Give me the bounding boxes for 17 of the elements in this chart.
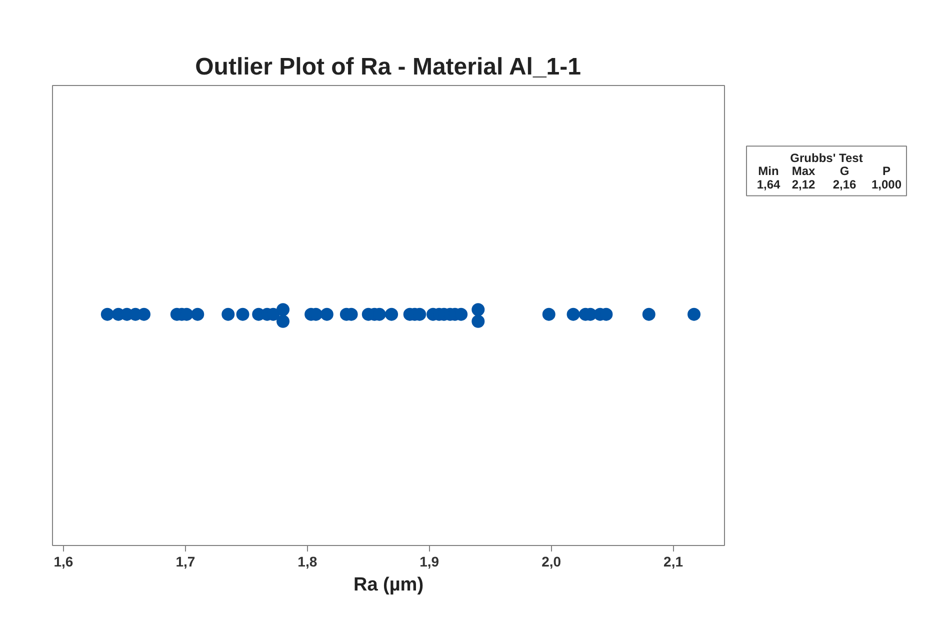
text: P	[882, 164, 891, 178]
x-tick-label: 2,0	[542, 554, 562, 570]
text: 2,16	[832, 178, 857, 192]
text: G	[840, 164, 850, 178]
text: Max	[792, 164, 816, 178]
x-tick-label: 1,7	[176, 554, 196, 570]
x-tick-label: 1,9	[420, 554, 440, 570]
x-axis-title: Ra (µm)	[353, 574, 424, 596]
text: 1,000	[871, 178, 902, 192]
x-tick-label: 1,6	[54, 554, 74, 570]
x-tick-label: 2,1	[664, 554, 684, 570]
x-tick-label: 1,8	[298, 554, 318, 570]
text: 2,12	[792, 178, 816, 192]
text: Grubbs' Test	[790, 150, 863, 165]
text: Min	[758, 164, 779, 178]
text: 1,64	[756, 178, 781, 192]
chart-title: Outlier Plot of Ra - Material Al_1-1	[195, 54, 581, 80]
